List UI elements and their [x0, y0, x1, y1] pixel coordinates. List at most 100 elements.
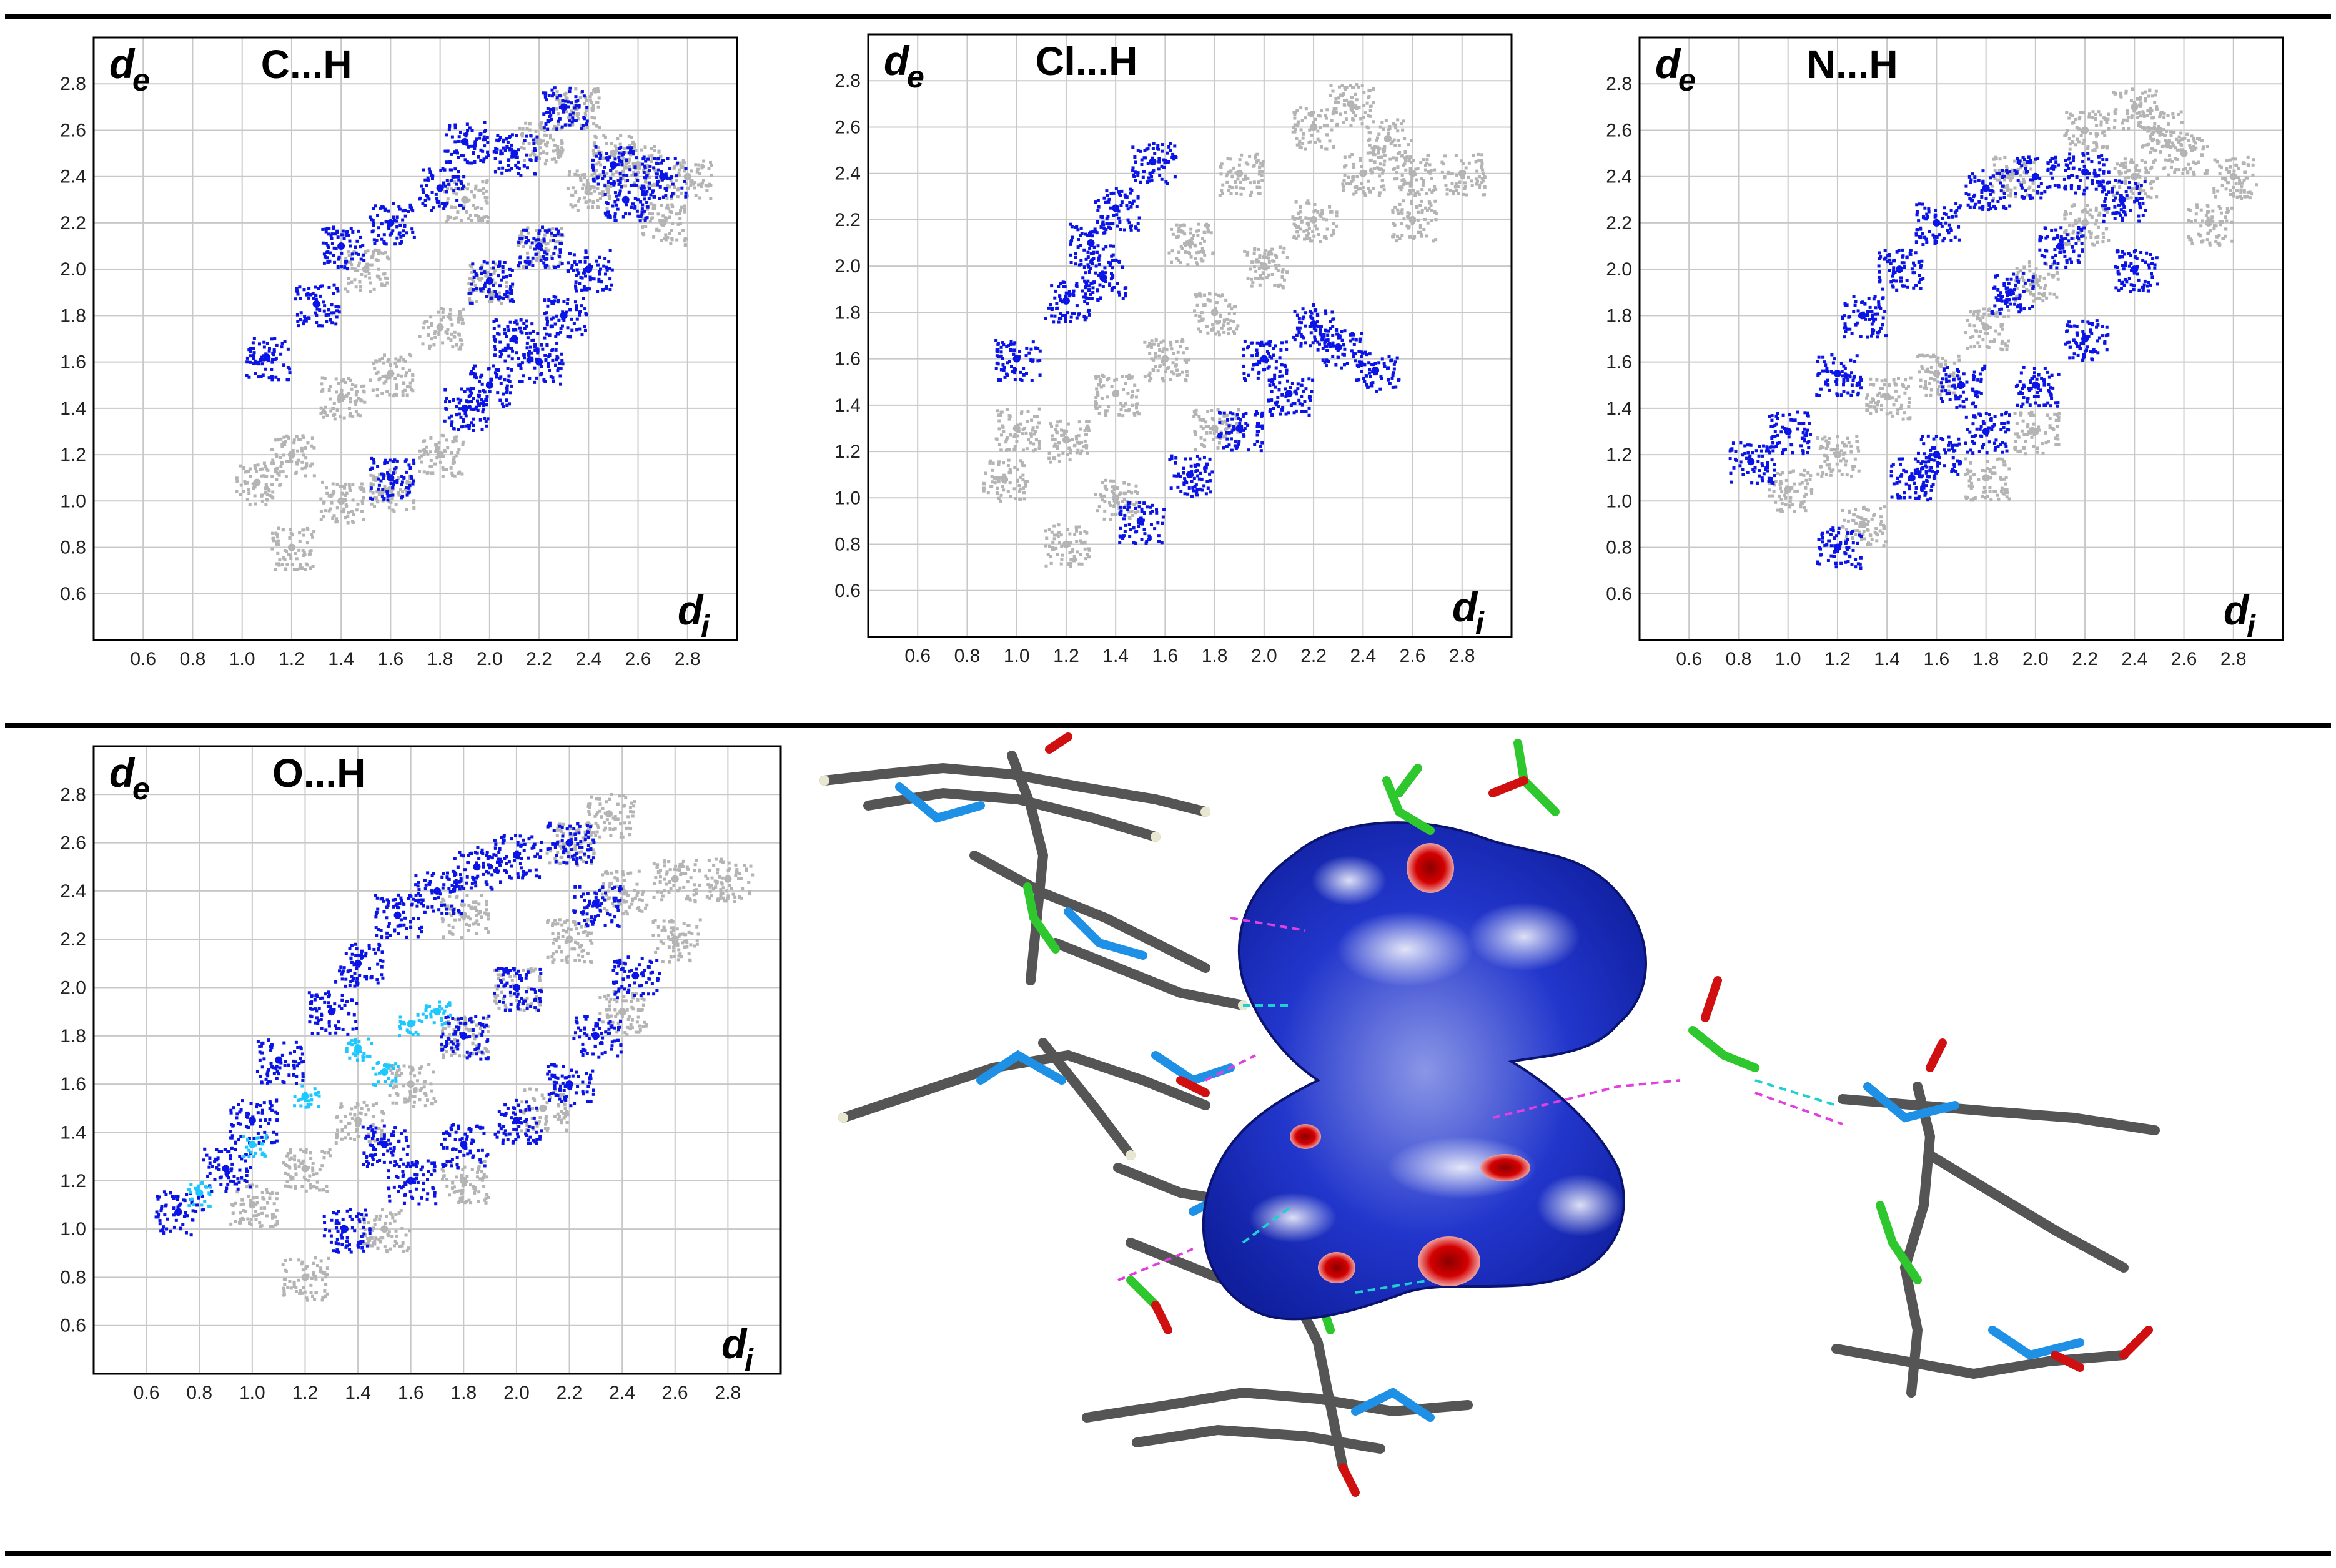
scatter-dot [485, 424, 489, 428]
scatter-dot [576, 112, 580, 116]
scatter-dot [1134, 484, 1138, 488]
scatter-dot [458, 131, 462, 134]
scatter-dot [476, 277, 480, 280]
scatter-dot [567, 105, 571, 109]
scatter-dot [653, 157, 656, 160]
scatter-dot [383, 487, 387, 491]
scatter-dot [362, 390, 366, 394]
scatter-dot [376, 214, 380, 217]
scatter-dot [1183, 477, 1187, 481]
scatter-dot [1292, 235, 1296, 239]
scatter-dot [595, 152, 598, 155]
scatter-dot [522, 235, 526, 239]
scatter-dot [1293, 123, 1297, 127]
scatter-dot [334, 322, 338, 326]
scatter-dot [598, 126, 601, 129]
scatter-dot [1298, 139, 1302, 143]
scatter-dot [568, 123, 572, 127]
scatter-dot [243, 480, 247, 483]
scatter-dot [1180, 247, 1184, 250]
scatter-dot [1076, 440, 1079, 444]
scatter-dot [1214, 332, 1217, 336]
scatter-dot [584, 312, 588, 315]
scatter-dot [1278, 245, 1282, 249]
gridlines [94, 37, 737, 640]
scatter-dot [1079, 226, 1083, 230]
scatter-dot [621, 215, 625, 219]
scatter-dot [1175, 235, 1179, 239]
scatter-dot [1162, 158, 1166, 162]
scatter-dot [1259, 276, 1263, 280]
scatter-dot [304, 474, 307, 478]
scatter-dot [555, 96, 559, 100]
scatter-dot [1106, 194, 1109, 197]
scatter-dot [1072, 289, 1076, 293]
scatter-dot [309, 464, 312, 468]
scatter-dot [450, 168, 453, 172]
scatter-dot [300, 467, 304, 471]
scatter-dot [1352, 162, 1355, 166]
scatter-dot [527, 352, 530, 355]
scatter-dot [1169, 378, 1172, 382]
scatter-dot [295, 289, 299, 293]
scatter-dot [297, 437, 300, 441]
scatter-dot [560, 125, 564, 129]
scatter-dot [559, 367, 563, 371]
scatter-dot [376, 370, 380, 374]
scatter-dot [359, 235, 363, 239]
scatter-dot [615, 147, 618, 150]
scatter-dot [547, 248, 550, 252]
scatter-dot [569, 203, 573, 207]
scatter-dot [1250, 260, 1254, 264]
scatter-dot [598, 151, 601, 155]
scatter-dot [498, 260, 502, 264]
scatter-dot [381, 375, 385, 378]
scatter-dot [314, 285, 317, 289]
scatter-dot [445, 133, 448, 137]
scatter-dot [427, 325, 430, 329]
plot-title: C...H [261, 42, 352, 87]
scatter-dot [1130, 510, 1134, 513]
scatter-dot [330, 303, 334, 307]
scatter-dot [372, 287, 376, 291]
scatter-dot [1157, 167, 1161, 171]
scatter-dot [1158, 173, 1162, 177]
scatter-dot [1174, 461, 1177, 465]
scatter-dot [1069, 222, 1072, 226]
scatter-dot [1194, 448, 1197, 451]
scatter-dot [1094, 492, 1097, 496]
scatter-dot [483, 195, 487, 199]
scatter-dot [557, 318, 561, 322]
scatter-dot [1086, 310, 1090, 313]
scatter-dot [459, 316, 463, 320]
scatter-dot [1017, 355, 1021, 359]
scatter-dot [1170, 227, 1174, 231]
scatter-dot [1230, 430, 1234, 434]
scatter-dot [397, 476, 400, 480]
scatter-dot [320, 382, 324, 386]
scatter-dot [1457, 185, 1461, 189]
scatter-dot [402, 229, 405, 233]
scatter-dot [442, 315, 445, 319]
scatter-dot [593, 141, 596, 145]
scatter-dot [1274, 267, 1278, 270]
scatter-dot [554, 160, 558, 164]
scatter-dot [325, 491, 329, 495]
scatter-dot [400, 374, 403, 378]
scatter-dot [345, 267, 349, 270]
scatter-dot [1309, 140, 1312, 144]
scatter-dot [1129, 205, 1133, 209]
scatter-dot [375, 499, 379, 503]
scatter-dot [429, 436, 433, 440]
scatter-dot [1254, 269, 1258, 273]
scatter-dot [608, 155, 611, 159]
scatter-dot [298, 566, 302, 570]
scatter-dot [643, 219, 647, 222]
scatter-dot [1002, 343, 1006, 347]
scatter-dot [583, 173, 586, 177]
scatter-dot [1070, 225, 1074, 229]
scatter-dot [1432, 239, 1435, 243]
scatter-dot [493, 170, 497, 174]
scatter-dot [478, 389, 482, 393]
scatter-dot [450, 414, 453, 418]
